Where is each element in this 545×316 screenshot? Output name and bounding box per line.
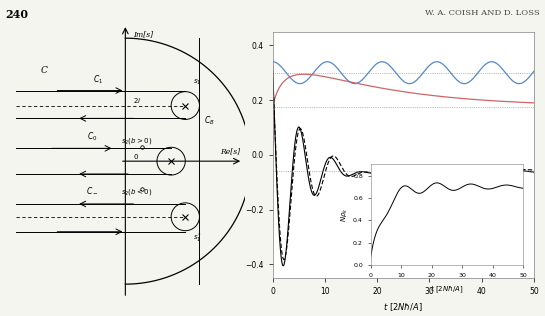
Text: $C_1$: $C_1$ (93, 73, 103, 86)
Text: $2i$: $2i$ (133, 96, 141, 106)
Text: $s_2(b>0)$: $s_2(b>0)$ (120, 137, 152, 147)
Text: $s_1$: $s_1$ (193, 78, 201, 87)
Text: $s_2(b<0)$: $s_2(b<0)$ (120, 187, 152, 197)
Y-axis label: $N\rho_k$: $N\rho_k$ (340, 208, 350, 222)
Text: W. A. COISH AND D. LOSS: W. A. COISH AND D. LOSS (425, 9, 540, 17)
Text: C: C (40, 66, 47, 75)
Text: $s_1^*$: $s_1^*$ (193, 232, 202, 245)
X-axis label: $t\ [2N\hbar/A]$: $t\ [2N\hbar/A]$ (430, 284, 464, 295)
X-axis label: $t\ [2N\hbar/A]$: $t\ [2N\hbar/A]$ (384, 302, 423, 313)
Text: $0$: $0$ (133, 152, 139, 161)
Text: $C_-$: $C_-$ (87, 185, 99, 196)
Text: $C_B$: $C_B$ (204, 115, 215, 127)
Text: Im[s]: Im[s] (133, 31, 153, 39)
Text: $C_0$: $C_0$ (87, 131, 98, 143)
Text: 240: 240 (5, 9, 28, 21)
Text: Re[s]: Re[s] (220, 148, 240, 156)
